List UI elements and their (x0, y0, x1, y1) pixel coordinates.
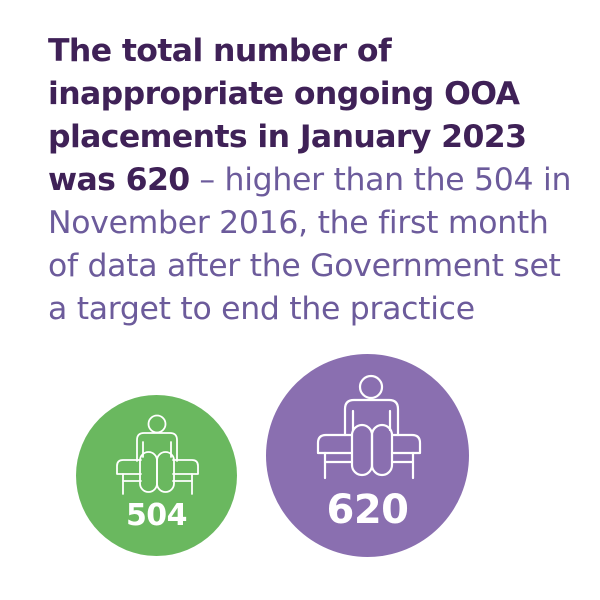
headline-regular-line-3: of data after the Government set (48, 248, 561, 284)
figure-circle-2016: 504 (76, 395, 237, 556)
figure-value-2016: 504 (125, 498, 188, 533)
headline-bold-line-1: The total number of (48, 33, 392, 69)
headline-regular-line-4: a target to end the practice (48, 291, 475, 327)
headline-bold-line-4: was 620 (48, 162, 190, 198)
headline-regular-line-2: November 2016, the first month (48, 205, 549, 241)
patient-on-bed-icon (316, 374, 422, 480)
figure-circle-2023: 620 (266, 354, 469, 557)
patient-on-bed-icon (116, 414, 199, 495)
headline-bold-line-2: inappropriate ongoing OOA (48, 76, 520, 112)
figure-value-2023: 620 (326, 487, 410, 533)
headline-bold-line-3: placements in January 2023 (48, 119, 527, 155)
headline-dash: – (189, 162, 225, 198)
headline: The total number of inappropriate ongoing… (48, 30, 588, 331)
headline-regular-line-1: higher than the 504 in (224, 162, 572, 198)
